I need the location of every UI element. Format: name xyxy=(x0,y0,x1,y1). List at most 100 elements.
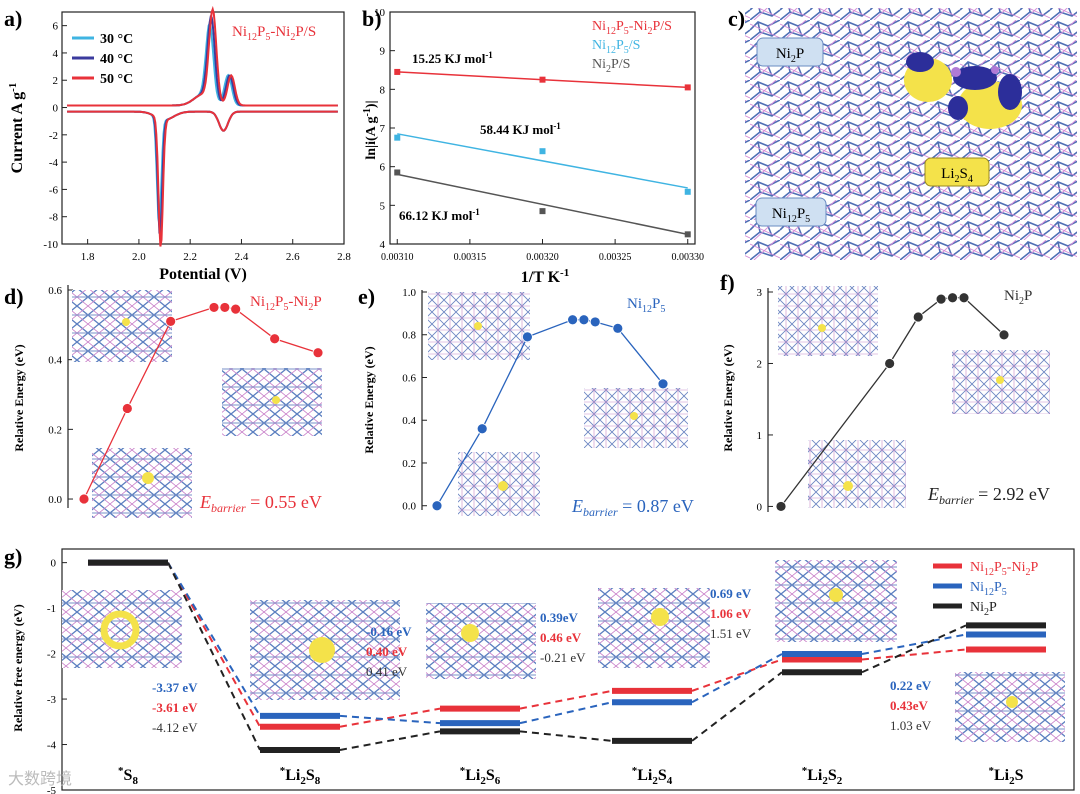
li-atom xyxy=(498,481,508,491)
y-tick-label: 8 xyxy=(380,84,386,96)
activation-energy-label: 66.12 KJ mol-1 xyxy=(399,207,480,223)
x-tick-label: 2.2 xyxy=(183,251,197,263)
y-tick-label: 6 xyxy=(53,21,59,33)
panel-g-ylabel: Relative free energy (eV) xyxy=(11,604,25,731)
structure-image xyxy=(72,290,172,362)
panel-d-title: Ni12P5-Ni2P xyxy=(250,294,322,313)
y-tick-label: 10 xyxy=(374,7,386,19)
transition-line xyxy=(167,562,261,717)
sulfur-cluster xyxy=(651,608,669,626)
y-tick-label: 0.8 xyxy=(402,330,416,342)
y-tick-label: 0 xyxy=(53,103,59,115)
step-energy-label: 0.22 eV xyxy=(890,678,932,693)
energy-point xyxy=(219,302,231,313)
cv-curve-1 xyxy=(67,110,338,235)
transition-line xyxy=(861,633,967,656)
y-tick-label: 9 xyxy=(380,46,386,58)
y-tick-label: 0.6 xyxy=(402,372,416,384)
cv-curve-2 xyxy=(67,5,338,107)
energy-point xyxy=(935,293,947,305)
y-tick-label: 0.0 xyxy=(402,501,416,513)
structure-image xyxy=(808,440,906,508)
transition-line xyxy=(167,562,261,751)
y-tick-label: -2 xyxy=(49,130,58,142)
transition-line xyxy=(519,689,613,710)
y-tick-label: 2 xyxy=(53,75,59,87)
x-tick-label: 2.6 xyxy=(286,251,300,263)
sulfur-ring xyxy=(100,610,140,650)
y-tick-label: -8 xyxy=(49,212,59,224)
activation-energy-label: 15.25 KJ mol-1 xyxy=(412,50,493,66)
panel-e-label: e) xyxy=(358,284,375,309)
energy-point xyxy=(567,314,578,326)
step-energy-label: 0.41 eV xyxy=(366,664,408,679)
category-label: *Li2S8 xyxy=(280,765,321,787)
energy-point xyxy=(476,423,488,435)
legend-label: Ni12P5-Ni2P xyxy=(970,560,1038,578)
panel-e-ylabel: Relative Energy (eV) xyxy=(362,346,376,453)
y-tick-label: -6 xyxy=(49,184,59,196)
energy-path xyxy=(83,306,319,500)
transition-line xyxy=(861,648,967,661)
sulfur-cluster xyxy=(829,588,843,602)
cv-curve-0 xyxy=(67,110,338,225)
panel-e-title: Ni12P5 xyxy=(627,296,665,315)
label-li2s4: Li2S4 xyxy=(924,157,990,187)
y-tick-label: -5 xyxy=(47,785,57,794)
y-tick-label: 1.0 xyxy=(402,287,416,299)
energy-point xyxy=(947,292,958,304)
y-tick-label: 0.2 xyxy=(48,424,62,436)
watermark: 大数跨境 xyxy=(8,769,72,788)
y-tick-label: 1 xyxy=(757,430,763,442)
energy-point xyxy=(578,314,590,326)
y-tick-label: 4 xyxy=(53,48,59,60)
li-atom xyxy=(996,376,1004,384)
energy-point xyxy=(312,347,324,359)
svg-text:Ni12P5: Ni12P5 xyxy=(772,206,810,225)
y-tick-label: 0.4 xyxy=(402,415,416,427)
data-point xyxy=(394,68,401,75)
svg-text:Li2S4: Li2S4 xyxy=(941,166,973,185)
energy-point xyxy=(522,331,533,343)
y-tick-label: -2 xyxy=(47,649,56,661)
sulfur-cluster xyxy=(309,637,335,663)
transition-line xyxy=(691,653,783,704)
fit-line xyxy=(397,173,688,236)
category-label: *Li2S2 xyxy=(802,765,843,787)
y-tick-label: -4 xyxy=(49,157,59,169)
panel-a-ylabel: Current A g-1 xyxy=(7,83,26,174)
x-tick-label: 2.8 xyxy=(337,251,351,263)
li-atom xyxy=(122,318,130,326)
panel-d-ylabel: Relative Energy (eV) xyxy=(12,344,26,451)
structure-image xyxy=(222,368,322,436)
panel-c-label: c) xyxy=(728,6,745,31)
panel-b-xlabel: 1/T K-1 xyxy=(521,267,569,286)
y-tick-label: 0.0 xyxy=(48,494,62,506)
x-tick-label: 0.00320 xyxy=(526,252,559,263)
y-tick-label: 7 xyxy=(380,123,386,135)
panel-f-title: Ni2P xyxy=(1004,288,1032,307)
y-tick-label: -4 xyxy=(47,740,57,752)
step-energy-label: 0.46 eV xyxy=(540,630,582,645)
sulfur-cluster xyxy=(461,624,479,642)
legend-label: 40 °C xyxy=(100,52,133,67)
category-label: *S8 xyxy=(118,765,138,787)
category-label: *Li2S xyxy=(988,765,1023,787)
energy-point xyxy=(884,358,896,369)
li-atom xyxy=(630,412,638,420)
panel-a-label: a) xyxy=(4,6,22,31)
energy-point xyxy=(121,403,133,414)
legend-label: Ni2P xyxy=(970,600,997,618)
panel-e-barrier: Ebarrier = 0.87 eV xyxy=(571,496,694,519)
transition-line xyxy=(519,701,613,725)
data-point xyxy=(539,148,546,155)
step-energy-label: 1.03 eV xyxy=(890,718,932,733)
panel-f-ylabel: Relative Energy (eV) xyxy=(721,344,735,451)
x-tick-label: 0.00325 xyxy=(599,252,632,263)
y-tick-label: -1 xyxy=(47,603,56,615)
li-atom xyxy=(142,472,154,484)
cv-curve-2 xyxy=(67,110,338,247)
li-atom xyxy=(272,396,280,404)
transition-line xyxy=(339,730,441,751)
